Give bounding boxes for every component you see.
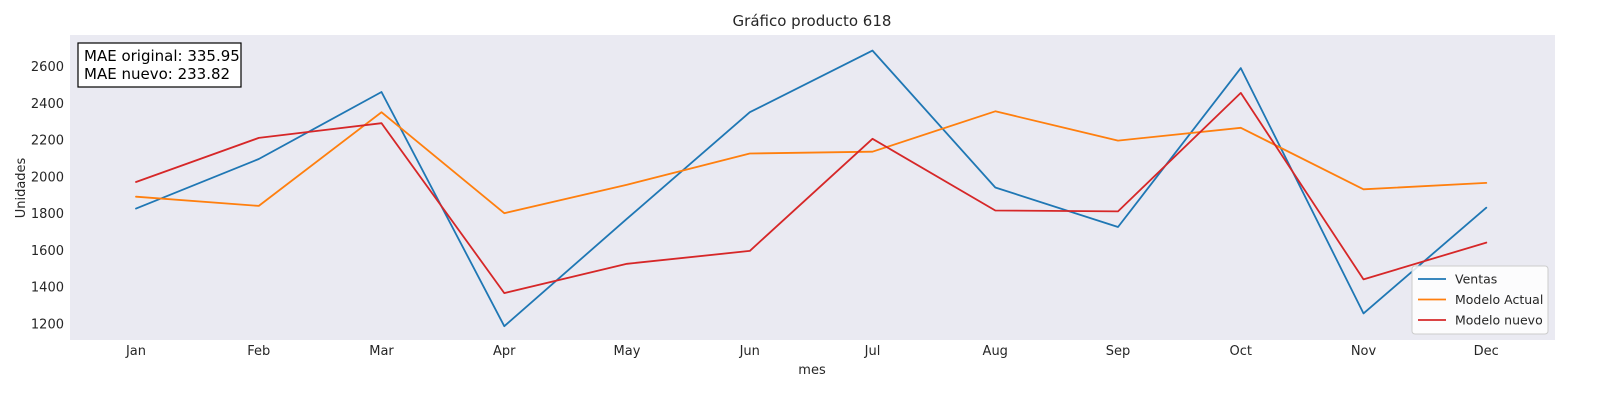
y-tick-label: 1400 [31,281,64,296]
y-tick-label: 1200 [31,317,64,332]
y-axis: 1200 1400 1600 1800 2000 2200 2400 2600 [31,60,64,332]
x-axis-label: mes [798,363,826,378]
x-tick-label: Feb [247,344,270,359]
series-line-modelo-actual [135,110,1488,215]
legend-label: Modelo Actual [1455,292,1543,307]
mae-annotation: MAE original: 335.95 MAE nuevo: 233.82 [77,42,242,88]
plot-area [70,35,1555,340]
y-tick-label: 2000 [31,170,64,185]
x-tick-label: Jul [864,344,881,359]
legend-box [1411,265,1549,335]
y-tick-label: 2600 [31,60,64,75]
x-tick-label: Dec [1474,344,1499,359]
x-tick-label: Jan [125,344,146,359]
x-tick-label: Sep [1106,344,1131,359]
legend: Ventas Modelo Actual Modelo nuevo [1411,265,1549,335]
legend-items: Ventas Modelo Actual Modelo nuevo [1418,272,1543,328]
y-tick-label: 1600 [31,244,64,259]
mae-nuevo-text: MAE nuevo: 233.82 [84,65,230,83]
y-tick-label: 1800 [31,207,64,222]
x-tick-label: Oct [1230,344,1252,359]
x-axis: Jan Feb Mar Apr May Jun Jul Aug Sep Oct Nov Dec [125,344,1499,359]
chart-title: Gráfico producto 618 [733,12,892,30]
series-line-modelo-nuevo [135,92,1488,295]
x-tick-label: Apr [493,344,516,359]
y-axis-label: Unidades [14,157,29,218]
mae-annotation-box [77,42,242,88]
mae-original-text: MAE original: 335.95 [84,47,240,65]
legend-label: Modelo nuevo [1455,313,1543,328]
x-tick-label: Aug [983,344,1008,359]
series-lines [135,49,1488,328]
y-tick-label: 2400 [31,97,64,112]
legend-label: Ventas [1455,272,1497,287]
y-tick-label: 2200 [31,134,64,149]
x-tick-label: Mar [369,344,394,359]
series-line-ventas [135,49,1488,328]
x-tick-label: Jun [739,344,760,359]
x-tick-label: Nov [1351,344,1377,359]
x-tick-label: May [614,344,641,359]
